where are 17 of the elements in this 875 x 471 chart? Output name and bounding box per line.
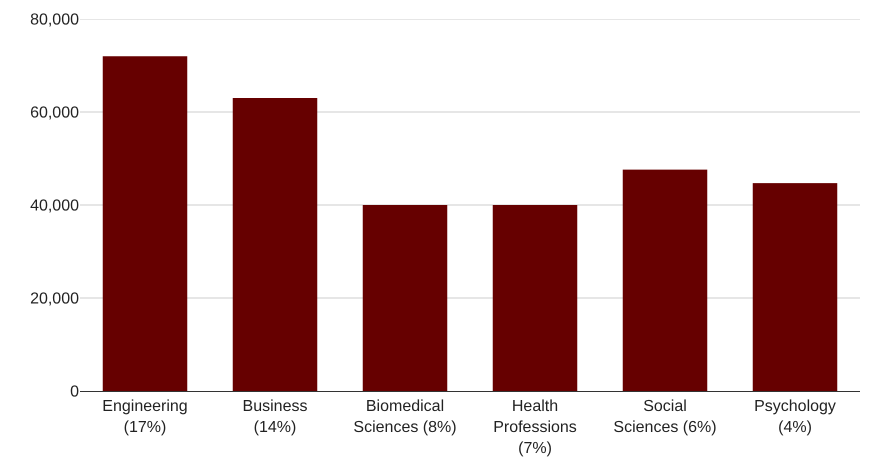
x-tick-label: Biomedical Sciences (8%): [353, 398, 457, 436]
bar: [492, 205, 578, 391]
y-tick-label: 0: [70, 384, 80, 401]
bar: [622, 170, 708, 391]
x-tick-label: Business (14%): [242, 398, 308, 436]
y-tick-label: 60,000: [30, 104, 80, 122]
bar: [752, 183, 838, 391]
bar: [362, 205, 448, 391]
y-tick-label: 80,000: [30, 12, 80, 29]
x-tick-label: Social Sciences (6%): [613, 398, 717, 436]
y-tick-label: 20,000: [30, 290, 80, 308]
bar: [232, 98, 318, 391]
y-tick-label: 40,000: [30, 198, 80, 215]
x-tick-label: Health Professions (7%): [493, 398, 577, 457]
x-tick-label: Psychology (4%): [754, 398, 836, 436]
x-tick-label: Engineering (17%): [102, 398, 188, 436]
bar: [102, 56, 188, 391]
